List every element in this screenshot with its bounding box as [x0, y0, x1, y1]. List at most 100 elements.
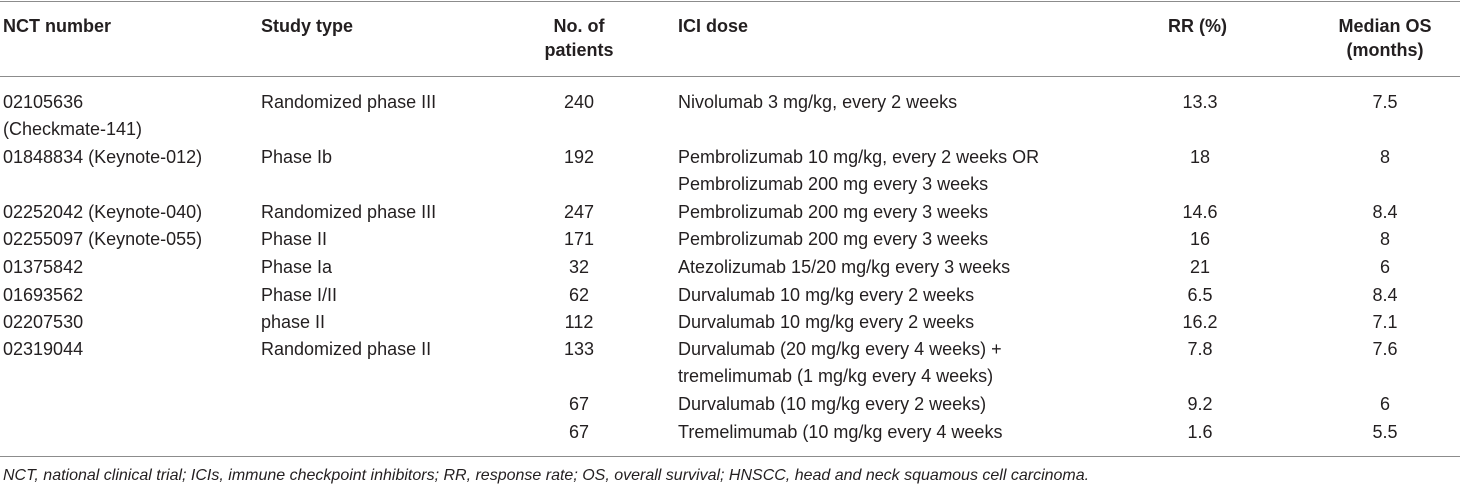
- cell-ici-dose: Pembrolizumab 10 mg/kg, every 2 weeks OR…: [678, 144, 1039, 198]
- cell-nct-number-text: 02207530: [3, 312, 84, 332]
- cell-no-of-patients: 247: [520, 199, 638, 226]
- cell-ici-dose: Pembrolizumab 200 mg every 3 weeks: [678, 226, 988, 253]
- cell-median-os: 5.5: [1325, 419, 1445, 446]
- cell-ici-dose: Durvalumab 10 mg/kg every 2 weeks: [678, 309, 974, 336]
- cell-nct-number-text: 02252042 (Keynote-040): [3, 202, 203, 222]
- cell-no-of-patients-text: 171: [563, 229, 595, 249]
- cell-median-os: 7.6: [1325, 336, 1445, 363]
- cell-median-os-text: 5.5: [1372, 422, 1398, 442]
- cell-median-os: 8: [1325, 226, 1445, 253]
- header-nct-number: NCT number: [3, 16, 111, 36]
- header-no-of-patients: No. of patients: [520, 14, 638, 62]
- cell-median-os: 7.5: [1325, 89, 1445, 116]
- cell-no-of-patients-text: 192: [563, 147, 595, 167]
- cell-study-type: Phase I/II: [261, 282, 337, 309]
- cell-median-os: 8.4: [1325, 282, 1445, 309]
- cell-nct-number-text-line2: (Checkmate-141): [3, 119, 143, 139]
- cell-nct-number: 02255097 (Keynote-055): [3, 226, 202, 253]
- cell-no-of-patients: 112: [520, 309, 638, 336]
- cell-no-of-patients-text: 133: [563, 339, 595, 359]
- cell-nct-number-text: 02319044: [3, 339, 84, 359]
- cell-study-type-text: Phase I/II: [261, 285, 338, 305]
- cell-ici-dose-text-line2: Pembrolizumab 200 mg every 3 weeks: [678, 174, 989, 194]
- cell-study-type: phase II: [261, 309, 325, 336]
- header-study-type: Study type: [261, 16, 354, 36]
- cell-median-os-text: 7.1: [1372, 312, 1398, 332]
- cell-rr-text: 16: [1189, 229, 1211, 249]
- cell-rr-text: 13.3: [1182, 92, 1218, 112]
- cell-ici-dose-text-line2: tremelimumab (1 mg/kg every 4 weeks): [678, 366, 994, 386]
- cell-no-of-patients: 192: [520, 144, 638, 171]
- cell-ici-dose-text: Durvalumab (10 mg/kg every 2 weeks): [678, 394, 987, 414]
- cell-study-type-text: phase II: [261, 312, 326, 332]
- cell-study-type-text: Randomized phase III: [261, 202, 437, 222]
- cell-ici-dose-text: Tremelimumab (10 mg/kg every 4 weeks: [678, 422, 1003, 442]
- cell-rr: 16: [1145, 226, 1255, 253]
- cell-ici-dose: Durvalumab (10 mg/kg every 2 weeks): [678, 391, 986, 418]
- cell-median-os: 8.4: [1325, 199, 1445, 226]
- cell-rr: 7.8: [1145, 336, 1255, 363]
- cell-median-os: 6: [1325, 391, 1445, 418]
- cell-rr: 14.6: [1145, 199, 1255, 226]
- cell-no-of-patients: 67: [520, 419, 638, 446]
- cell-no-of-patients-text: 112: [564, 312, 594, 332]
- cell-rr-text: 18: [1189, 147, 1211, 167]
- cell-no-of-patients: 67: [520, 391, 638, 418]
- cell-study-type-text: Phase Ia: [261, 257, 333, 277]
- cell-median-os-text: 8: [1379, 147, 1390, 167]
- cell-median-os-text: 7.6: [1372, 339, 1398, 359]
- cell-rr: 18: [1145, 144, 1255, 171]
- cell-study-type-text: Phase Ib: [261, 147, 333, 167]
- cell-study-type: Randomized phase III: [261, 199, 436, 226]
- cell-no-of-patients-text: 62: [568, 285, 590, 305]
- cell-median-os-text: 6: [1379, 257, 1390, 277]
- cell-study-type: Randomized phase II: [261, 336, 431, 363]
- cell-ici-dose-text: Durvalumab 10 mg/kg every 2 weeks: [678, 312, 975, 332]
- cell-no-of-patients-text: 240: [563, 92, 595, 112]
- cell-nct-number-text: 02105636: [3, 92, 84, 112]
- header-median-os-line1: Median OS: [1338, 16, 1432, 36]
- cell-nct-number-text: 01848834 (Keynote-012): [3, 147, 203, 167]
- cell-study-type: Phase II: [261, 226, 327, 253]
- table-footnote: NCT, national clinical trial; ICIs, immu…: [3, 467, 1090, 484]
- cell-no-of-patients-text: 32: [568, 257, 590, 277]
- cell-no-of-patients: 133: [520, 336, 638, 363]
- cell-ici-dose-text: Durvalumab 10 mg/kg every 2 weeks: [678, 285, 975, 305]
- cell-nct-number-text: 02255097 (Keynote-055): [3, 229, 203, 249]
- cell-rr: 1.6: [1145, 419, 1255, 446]
- cell-nct-number: 02319044: [3, 336, 83, 363]
- cell-no-of-patients: 32: [520, 254, 638, 281]
- cell-rr-text: 6.5: [1187, 285, 1213, 305]
- cell-no-of-patients-text: 247: [563, 202, 595, 222]
- cell-nct-number: 02207530: [3, 309, 83, 336]
- cell-ici-dose-text: Pembrolizumab 10 mg/kg, every 2 weeks OR: [678, 147, 1040, 167]
- cell-rr-text: 16.2: [1182, 312, 1218, 332]
- header-rule: [0, 76, 1460, 77]
- cell-nct-number: 02252042 (Keynote-040): [3, 199, 202, 226]
- cell-study-type-text: Randomized phase II: [261, 339, 432, 359]
- cell-rr: 6.5: [1145, 282, 1255, 309]
- cell-rr-text: 14.6: [1182, 202, 1218, 222]
- cell-rr-text: 1.6: [1187, 422, 1213, 442]
- cell-nct-number-text: 01693562: [3, 285, 84, 305]
- cell-ici-dose-text: Pembrolizumab 200 mg every 3 weeks: [678, 229, 989, 249]
- cell-rr-text: 7.8: [1187, 339, 1213, 359]
- header-no-of-patients-line2: patients: [544, 40, 614, 60]
- cell-ici-dose: Atezolizumab 15/20 mg/kg every 3 weeks: [678, 254, 1010, 281]
- cell-nct-number: 01375842: [3, 254, 83, 281]
- cell-study-type-text: Randomized phase III: [261, 92, 437, 112]
- header-rr: RR (%): [1168, 16, 1227, 36]
- cell-study-type: Phase Ia: [261, 254, 332, 281]
- cell-median-os-text: 8.4: [1372, 285, 1398, 305]
- cell-ici-dose: Nivolumab 3 mg/kg, every 2 weeks: [678, 89, 957, 116]
- cell-median-os-text: 8.4: [1372, 202, 1398, 222]
- cell-no-of-patients-text: 67: [568, 394, 590, 414]
- cell-rr: 9.2: [1145, 391, 1255, 418]
- cell-nct-number-text: 01375842: [3, 257, 84, 277]
- cell-nct-number: 01693562: [3, 282, 83, 309]
- cell-ici-dose-text: Nivolumab 3 mg/kg, every 2 weeks: [678, 92, 958, 112]
- cell-no-of-patients: 171: [520, 226, 638, 253]
- cell-study-type: Randomized phase III: [261, 89, 436, 116]
- cell-rr: 21: [1145, 254, 1255, 281]
